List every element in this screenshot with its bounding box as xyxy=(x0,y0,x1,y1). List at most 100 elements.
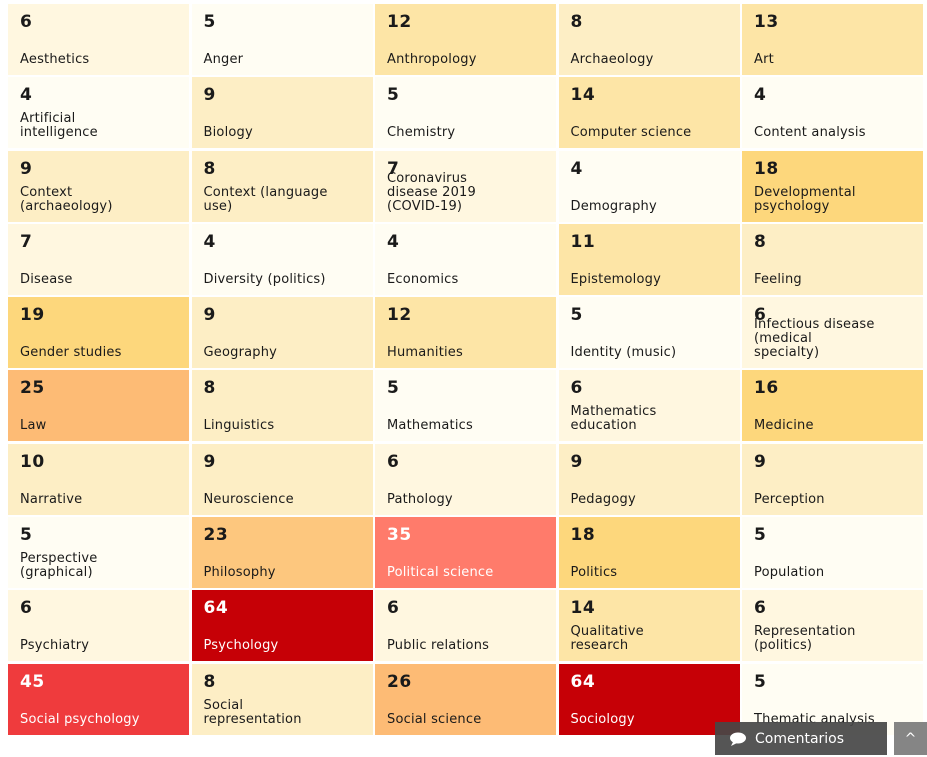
subject-count: 8 xyxy=(754,231,767,252)
subject-cell[interactable]: 10 Narrative xyxy=(8,443,189,515)
subject-cell[interactable]: 6 Psychiatry xyxy=(8,590,189,662)
subject-cell[interactable]: 4 Economics xyxy=(375,223,556,295)
subject-count: 6 xyxy=(754,305,767,326)
subject-label: Epistemology xyxy=(570,271,661,287)
subject-count: 18 xyxy=(570,525,596,546)
subject-label: Narrative xyxy=(20,491,83,507)
subject-count: 13 xyxy=(754,12,779,32)
subject-count: 4 xyxy=(20,85,33,106)
subject-cell[interactable]: 19 Gender studies xyxy=(8,297,189,369)
subject-count: 64 xyxy=(570,671,596,692)
subject-cell[interactable]: 23 Philosophy xyxy=(191,517,373,589)
subject-cell[interactable]: 25 Law xyxy=(8,370,189,442)
subject-cell[interactable]: 7 Coronavirus disease 2019 (COVID-19) xyxy=(375,150,556,222)
scroll-up-button[interactable]: ^ xyxy=(894,722,927,755)
subject-cell[interactable]: 9 Geography xyxy=(191,297,373,369)
subject-cell[interactable]: 14 Qualitative research xyxy=(558,590,740,662)
subject-cell[interactable]: 9 Biology xyxy=(191,77,373,149)
subject-cell[interactable]: 5 Mathematics xyxy=(375,370,556,442)
subject-label: Archaeology xyxy=(570,52,654,67)
subject-cell[interactable]: 14 Computer science xyxy=(558,77,740,149)
subject-count: 4 xyxy=(203,231,216,252)
subject-count: 9 xyxy=(570,451,583,472)
subject-count: 12 xyxy=(387,305,412,326)
comments-button[interactable]: Comentarios xyxy=(715,722,887,755)
subject-cell[interactable]: 6 Representation (politics) xyxy=(742,590,923,662)
subject-count: 23 xyxy=(203,525,229,546)
subject-label: Identity (music) xyxy=(570,345,677,361)
subject-cell[interactable]: 8 Social representation xyxy=(191,663,373,735)
subject-cell[interactable]: 4 Artificial intelligence xyxy=(8,77,189,149)
subject-cell[interactable]: 6 Aesthetics xyxy=(8,4,189,75)
subject-label: Philosophy xyxy=(203,565,276,581)
subject-count: 9 xyxy=(20,158,33,179)
subject-count: 9 xyxy=(203,85,216,106)
subject-cell[interactable]: 6 Public relations xyxy=(375,590,556,662)
subject-label: Mathematics education xyxy=(570,404,657,434)
subject-cell[interactable]: 13 Art xyxy=(742,4,923,75)
subject-cell[interactable]: 8 Feeling xyxy=(742,223,923,295)
subject-cell[interactable]: 9 Pedagogy xyxy=(558,443,740,515)
subject-count: 5 xyxy=(387,85,400,106)
subject-label: Gender studies xyxy=(20,345,122,361)
subject-cell[interactable]: 12 Humanities xyxy=(375,297,556,369)
subject-cell[interactable]: 4 Content analysis xyxy=(742,77,923,149)
subject-cell[interactable]: 18 Developmental psychology xyxy=(742,150,923,222)
subject-cell[interactable]: 9 Neuroscience xyxy=(191,443,373,515)
subject-count: 4 xyxy=(387,231,400,252)
subject-cell[interactable]: 64 Sociology xyxy=(558,663,740,735)
subject-cell[interactable]: 5 Anger xyxy=(191,4,373,75)
subject-count: 10 xyxy=(20,451,45,472)
subject-cell[interactable]: 8 Linguistics xyxy=(191,370,373,442)
subject-label: Biology xyxy=(203,125,253,141)
subject-cell[interactable]: 6 Pathology xyxy=(375,443,556,515)
subject-label: Geography xyxy=(203,345,278,361)
subject-cell[interactable]: 6 Infectious disease (medical specialty) xyxy=(742,297,923,369)
subject-label: Chemistry xyxy=(387,125,456,141)
subject-label: Political science xyxy=(387,565,494,581)
subject-label: Psychiatry xyxy=(20,638,90,654)
subject-count: 64 xyxy=(203,598,229,619)
subject-count: 6 xyxy=(387,451,400,472)
subject-label: Economics xyxy=(387,271,459,287)
subject-label: Humanities xyxy=(387,345,463,361)
subject-cell[interactable]: 5 Identity (music) xyxy=(558,297,740,369)
subject-cell[interactable]: 4 Diversity (politics) xyxy=(191,223,373,295)
subject-cell[interactable]: 5 Chemistry xyxy=(375,77,556,149)
subject-cell[interactable]: 64 Psychology xyxy=(191,590,373,662)
subject-cell[interactable]: 6 Mathematics education xyxy=(558,370,740,442)
subject-label: Artificial intelligence xyxy=(20,111,98,141)
subject-count: 45 xyxy=(20,671,45,692)
subject-count: 9 xyxy=(754,451,767,472)
subject-cell[interactable]: 35 Political science xyxy=(375,517,556,589)
subject-cell[interactable]: 4 Demography xyxy=(558,150,740,222)
subject-label: Law xyxy=(20,418,47,434)
subject-count: 6 xyxy=(20,598,33,619)
subject-label: Representation (politics) xyxy=(754,624,856,654)
subject-cell[interactable]: 5 Population xyxy=(742,517,923,589)
subject-count: 12 xyxy=(387,12,412,32)
speech-bubble-icon xyxy=(730,732,746,746)
subject-cell[interactable]: 11 Epistemology xyxy=(558,223,740,295)
subject-cell[interactable]: 8 Context (language use) xyxy=(191,150,373,222)
subject-cell[interactable]: 5 Perspective (graphical) xyxy=(8,517,189,589)
subject-cell[interactable]: 12 Anthropology xyxy=(375,4,556,75)
subject-label: Context (archaeology) xyxy=(20,184,113,214)
subject-label: Anthropology xyxy=(387,52,477,67)
subject-cell[interactable]: 9 Context (archaeology) xyxy=(8,150,189,222)
subject-cell[interactable]: 8 Archaeology xyxy=(558,4,740,75)
subject-label: Developmental psychology xyxy=(754,184,856,214)
subject-count: 35 xyxy=(387,525,412,546)
subject-cell[interactable]: 26 Social science xyxy=(375,663,556,735)
subject-cell[interactable]: 9 Perception xyxy=(742,443,923,515)
subject-cell[interactable]: 18 Politics xyxy=(558,517,740,589)
subject-cell[interactable]: 7 Disease xyxy=(8,223,189,295)
subject-label: Computer science xyxy=(570,125,692,141)
chevron-up-icon: ^ xyxy=(904,730,917,747)
subject-count: 8 xyxy=(203,378,216,399)
subject-cell[interactable]: 45 Social psychology xyxy=(8,663,189,735)
subject-cell[interactable]: 16 Medicine xyxy=(742,370,923,442)
subject-label: Feeling xyxy=(754,271,802,287)
subject-label: Neuroscience xyxy=(203,491,294,507)
subject-label: Anger xyxy=(203,52,244,67)
